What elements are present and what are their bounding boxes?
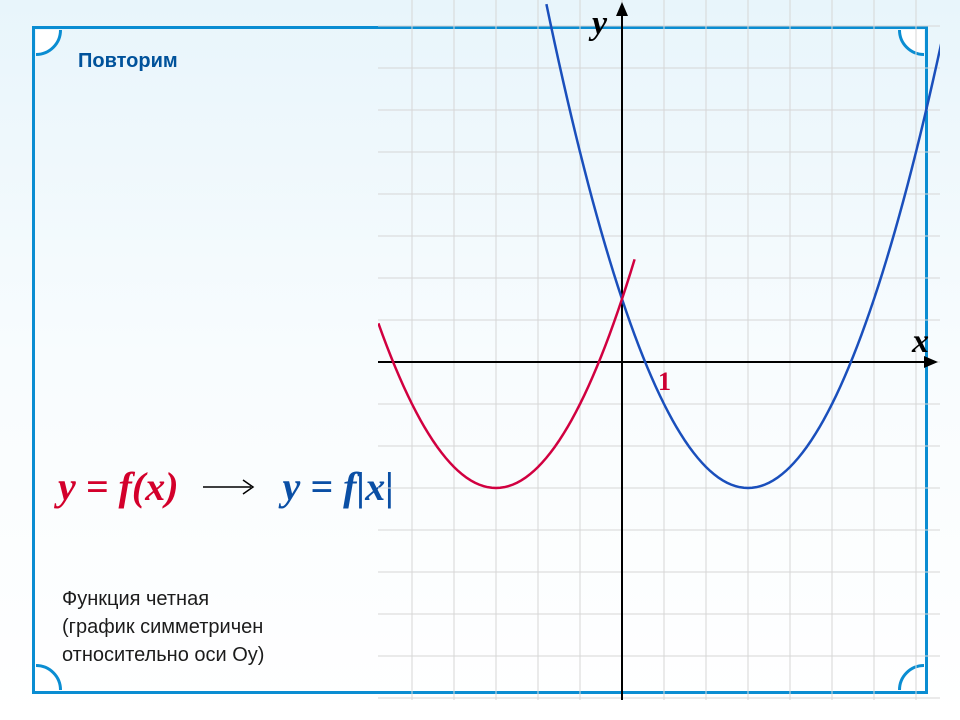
review-title: Повторим [78, 50, 178, 73]
corner-arc-icon [10, 664, 62, 716]
slide: Повторим y = f(x) y = f|x| Функция четна… [0, 0, 960, 720]
note-line: (график симметричен [62, 613, 264, 641]
corner-arc-icon [898, 4, 950, 56]
note-line: Функция четная [62, 585, 264, 613]
formula-fx: y = f(x) [58, 463, 179, 510]
corner-arc-icon [10, 4, 62, 56]
equation-block: y = f(x) y = f|x| [58, 463, 394, 510]
corner-arc-icon [898, 664, 950, 716]
note-line: относительно оси Оу) [62, 641, 264, 669]
arrow-right-icon [201, 477, 261, 497]
explanation-text: Функция четная (график симметричен относ… [62, 585, 264, 669]
formula-fabsx: y = f|x| [283, 463, 394, 510]
